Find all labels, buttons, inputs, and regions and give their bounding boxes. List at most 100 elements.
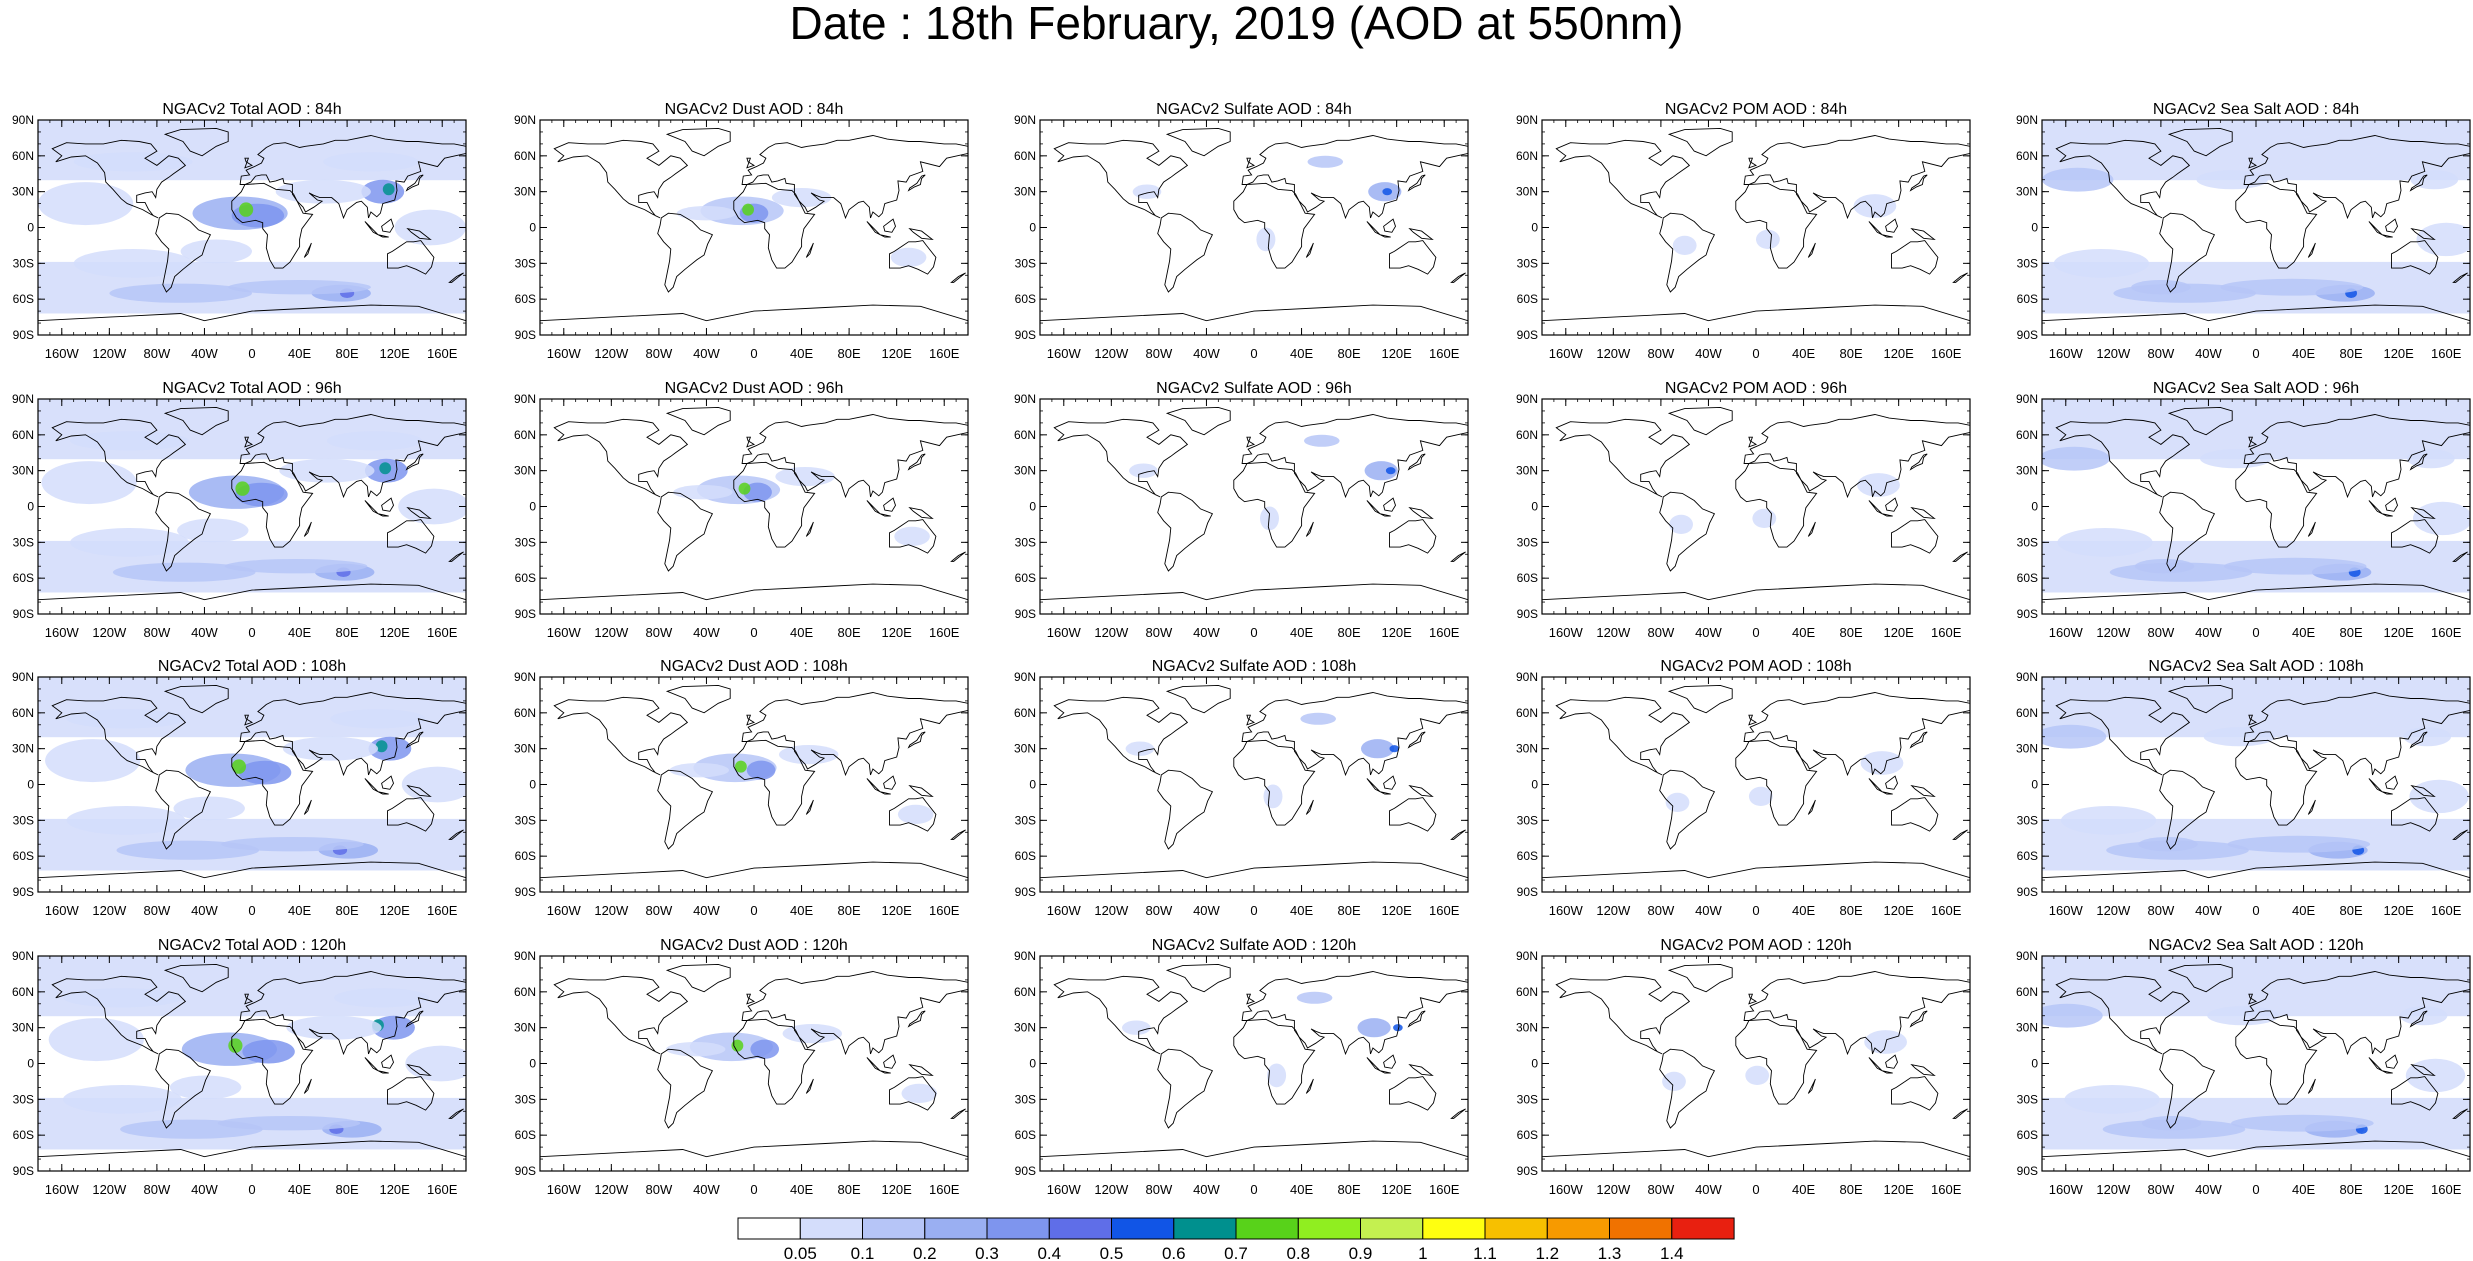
aerosol-plume (1361, 739, 1395, 759)
aerosol-plume (2053, 248, 2149, 278)
lat-tick-label: 30S (13, 535, 34, 549)
coastline (907, 731, 926, 749)
lon-tick-label: 80E (838, 625, 861, 640)
coastline (2235, 739, 2318, 826)
map-panel: 90N 60N 30N 0 30S 60S 90S 160W 120W 80W 40W 0 40E 80E… (1014, 380, 1469, 640)
coastline (1909, 174, 1928, 192)
aerosol-plume (1662, 1071, 1686, 1091)
lon-tick-label: 40W (2195, 625, 2222, 640)
panel-title: NGACv2 Total AOD : 84h (162, 101, 341, 118)
aerosol-plume (2203, 727, 2276, 747)
coastline (1366, 778, 1391, 795)
coastline (1868, 1057, 1893, 1074)
coastline (38, 304, 466, 335)
colorbar-label: 0.1 (851, 1244, 875, 1261)
coastline (239, 692, 466, 777)
coastline (1366, 221, 1391, 238)
aerosol-plume (1745, 1065, 1770, 1085)
colorbar-swatch (1048, 1217, 1113, 1240)
lat-tick-label: 60N (2016, 149, 2038, 163)
lon-tick-label: 160E (427, 346, 458, 361)
coastline (889, 1076, 937, 1111)
coastline (303, 242, 312, 258)
lat-tick-label: 90S (1015, 1164, 1036, 1178)
aerosol-plume (1857, 473, 1900, 497)
aerosol-plume (1748, 786, 1773, 807)
lon-tick-label: 40E (288, 903, 311, 918)
aerosol-plume (2223, 557, 2367, 575)
coastline (1748, 157, 1758, 169)
lon-tick-label: 120W (1596, 903, 1631, 918)
coastline (805, 799, 814, 815)
aerosol-plume (1357, 1018, 1391, 1038)
map-panel: 90N 60N 30N 0 30S 60S 90S 160W 120W 80W 40W 0 40E 80E… (2016, 658, 2471, 918)
coastline (2042, 861, 2470, 892)
lon-tick-label: 120E (881, 625, 912, 640)
lon-tick-label: 120E (1883, 1182, 1914, 1197)
lon-tick-label: 80E (336, 903, 359, 918)
lat-tick-label: 30S (2017, 1092, 2038, 1106)
coastline (448, 272, 464, 283)
coastline (2452, 829, 2468, 840)
coastline (1246, 436, 1256, 448)
lon-tick-label: 80W (646, 1182, 673, 1197)
aerosol-plume (1756, 229, 1780, 249)
lat-tick-label: 30S (1015, 535, 1036, 549)
lat-tick-label: 60S (1517, 571, 1538, 585)
coastline (741, 971, 968, 1056)
aerosol-plume (326, 431, 423, 451)
coastline (2167, 127, 2233, 157)
coastline (155, 769, 212, 850)
coastline (1053, 975, 1189, 1055)
coastline (1053, 139, 1189, 219)
coastline (2159, 212, 2216, 293)
aerosol-plume (70, 431, 189, 451)
coastline (1233, 1018, 1316, 1105)
lon-tick-label: 0 (1752, 903, 1759, 918)
lon-tick-label: 0 (1250, 346, 1257, 361)
colorbar-label: 0.6 (1162, 1244, 1186, 1261)
lon-tick-label: 120W (2096, 903, 2131, 918)
coastline (2055, 696, 2191, 776)
aerosol-plume (1752, 508, 1777, 528)
lon-tick-label: 0 (248, 346, 255, 361)
colorbar-label: 0.8 (1286, 1244, 1310, 1261)
lat-tick-label: 30S (2017, 813, 2038, 827)
map-background (540, 399, 968, 614)
coastline (2368, 500, 2393, 517)
coastline (38, 583, 466, 614)
lon-tick-label: 40E (2292, 903, 2315, 918)
lon-tick-label: 160W (1549, 625, 1584, 640)
map-panel: 90N 60N 30N 0 30S 60S 90S 160W 120W 80W 40W 0 40E 80E… (12, 380, 467, 640)
coastline (1667, 963, 1733, 993)
aerosol-plume (228, 1038, 243, 1053)
coastline (1157, 212, 1214, 293)
lat-tick-label: 30S (13, 1092, 34, 1106)
lon-tick-label: 40W (191, 625, 218, 640)
coastline (741, 692, 968, 777)
lon-tick-label: 160W (1549, 1182, 1584, 1197)
coastline (1909, 731, 1928, 749)
coastline (406, 227, 432, 241)
aerosol-plume (669, 763, 729, 778)
coastline (239, 971, 466, 1056)
coastline (1305, 521, 1314, 537)
lon-tick-label: 120W (92, 625, 127, 640)
aerosol-plume (177, 518, 249, 543)
coastline (2307, 521, 2316, 537)
lon-tick-label: 0 (2252, 903, 2259, 918)
map-panel: 90N 60N 30N 0 30S 60S 90S 160W 120W 80W 40W 0 40E 80E… (1014, 101, 1469, 361)
lat-tick-label: 0 (2031, 221, 2038, 235)
coastline (1667, 127, 1733, 157)
aerosol-plume (48, 1018, 144, 1062)
lat-tick-label: 90N (514, 670, 536, 684)
lon-tick-label: 80E (1840, 1182, 1863, 1197)
lon-tick-label: 80E (838, 1182, 861, 1197)
aerosol-plume (109, 283, 252, 303)
map-panel: 90N 60N 30N 0 30S 60S 90S 160W 120W 80W 40W 0 40E 80E… (1014, 937, 1469, 1197)
map-background (540, 120, 968, 335)
lat-tick-label: 90N (1014, 949, 1036, 963)
coastline (1659, 212, 1716, 293)
coastline (448, 551, 464, 562)
colorbar-swatch (1360, 1217, 1424, 1240)
